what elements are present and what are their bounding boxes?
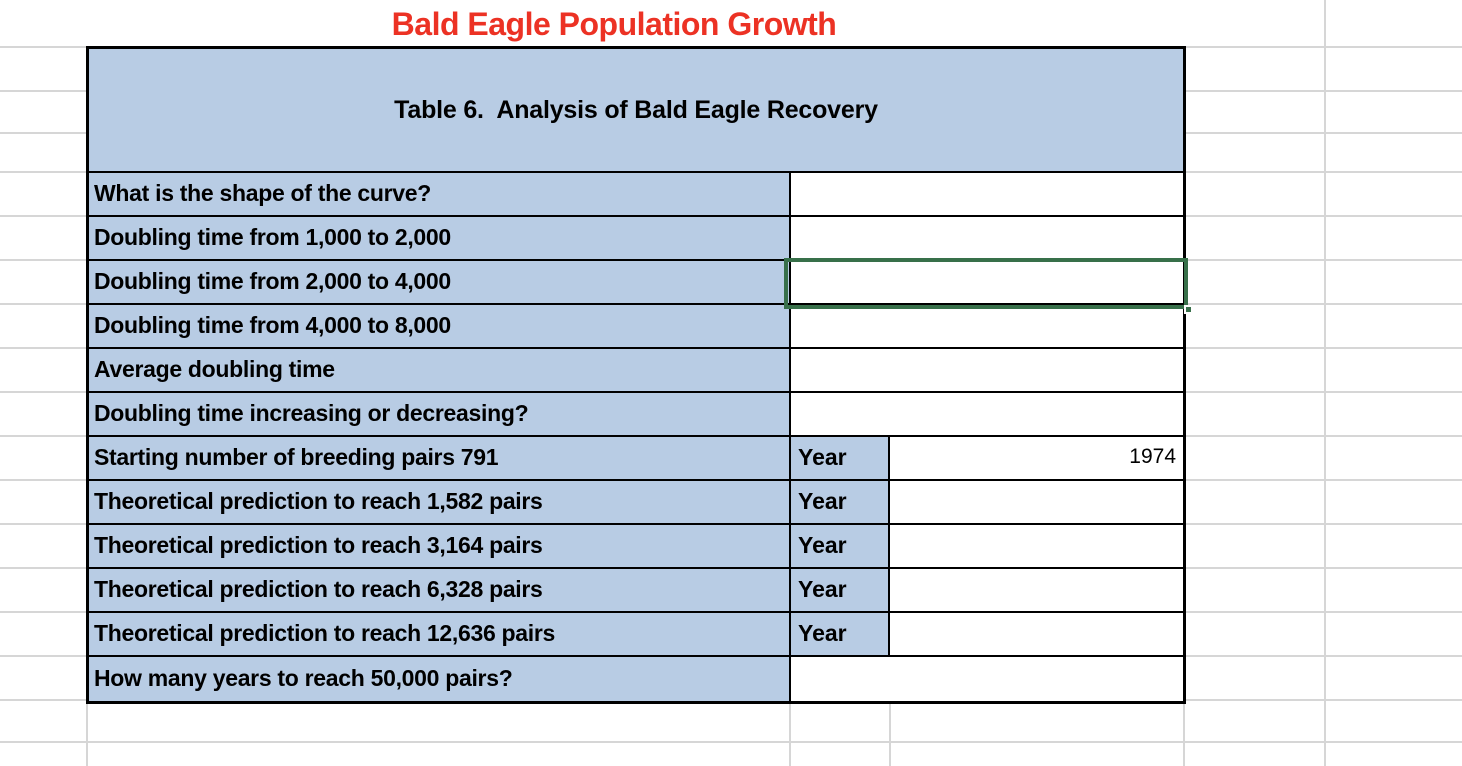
year-header-cell[interactable]: Year	[791, 569, 890, 611]
year-value-cell[interactable]: 1974	[890, 437, 1183, 479]
fill-handle[interactable]	[1184, 305, 1193, 314]
analysis-table-rows: What is the shape of the curve? Doubling …	[89, 173, 1183, 701]
row-label-cell[interactable]: What is the shape of the curve?	[89, 173, 791, 215]
gridline	[789, 699, 791, 766]
analysis-table: Table 6. Analysis of Bald Eagle Recovery…	[86, 46, 1186, 704]
row-label-cell[interactable]: Theoretical prediction to reach 1,582 pa…	[89, 481, 791, 523]
table-row: Average doubling time	[89, 349, 1183, 393]
selected-cell-outline[interactable]	[784, 258, 1193, 314]
year-header-cell[interactable]: Year	[791, 525, 890, 567]
table-row: Theoretical prediction to reach 6,328 pa…	[89, 569, 1183, 613]
table-row: What is the shape of the curve?	[89, 173, 1183, 217]
table-row: How many years to reach 50,000 pairs?	[89, 657, 1183, 701]
year-header-cell[interactable]: Year	[791, 613, 890, 655]
row-label-cell[interactable]: How many years to reach 50,000 pairs?	[89, 657, 791, 701]
year-header-cell[interactable]: Year	[791, 437, 890, 479]
gridline	[889, 699, 891, 766]
year-value-cell[interactable]	[890, 525, 1183, 567]
row-label-cell[interactable]: Doubling time from 2,000 to 4,000	[89, 261, 791, 303]
table-row: Doubling time from 2,000 to 4,000	[89, 261, 1183, 305]
answer-cell[interactable]	[791, 349, 1183, 391]
answer-cell[interactable]	[791, 305, 1183, 347]
row-label-cell[interactable]: Theoretical prediction to reach 12,636 p…	[89, 613, 791, 655]
table-row: Doubling time increasing or decreasing?	[89, 393, 1183, 437]
table-row: Theoretical prediction to reach 3,164 pa…	[89, 525, 1183, 569]
gridline	[1183, 699, 1185, 766]
answer-cell[interactable]	[791, 393, 1183, 435]
table-row: Doubling time from 1,000 to 2,000	[89, 217, 1183, 261]
row-label-cell[interactable]: Doubling time from 4,000 to 8,000	[89, 305, 791, 347]
row-label-cell[interactable]: Theoretical prediction to reach 6,328 pa…	[89, 569, 791, 611]
table-row: Theoretical prediction to reach 12,636 p…	[89, 613, 1183, 657]
sheet-title-cell[interactable]: Bald Eagle Population Growth	[391, 6, 837, 42]
gridline	[1324, 0, 1326, 766]
row-label-cell[interactable]: Starting number of breeding pairs 791	[89, 437, 791, 479]
year-value-cell[interactable]	[890, 569, 1183, 611]
row-label-cell[interactable]: Doubling time from 1,000 to 2,000	[89, 217, 791, 259]
row-label-cell[interactable]: Average doubling time	[89, 349, 791, 391]
answer-cell[interactable]	[791, 217, 1183, 259]
table-title-cell[interactable]: Table 6. Analysis of Bald Eagle Recovery	[89, 49, 1183, 173]
year-value-cell[interactable]	[890, 481, 1183, 523]
table-row: Doubling time from 4,000 to 8,000	[89, 305, 1183, 349]
gridline	[0, 741, 1462, 743]
answer-cell[interactable]	[791, 173, 1183, 215]
answer-cell[interactable]	[791, 261, 1183, 303]
table-row: Theoretical prediction to reach 1,582 pa…	[89, 481, 1183, 525]
year-value-cell[interactable]	[890, 613, 1183, 655]
answer-cell[interactable]	[791, 657, 1183, 701]
year-header-cell[interactable]: Year	[791, 481, 890, 523]
row-label-cell[interactable]: Theoretical prediction to reach 3,164 pa…	[89, 525, 791, 567]
row-label-cell[interactable]: Doubling time increasing or decreasing?	[89, 393, 791, 435]
table-row: Starting number of breeding pairs 791 Yea…	[89, 437, 1183, 481]
